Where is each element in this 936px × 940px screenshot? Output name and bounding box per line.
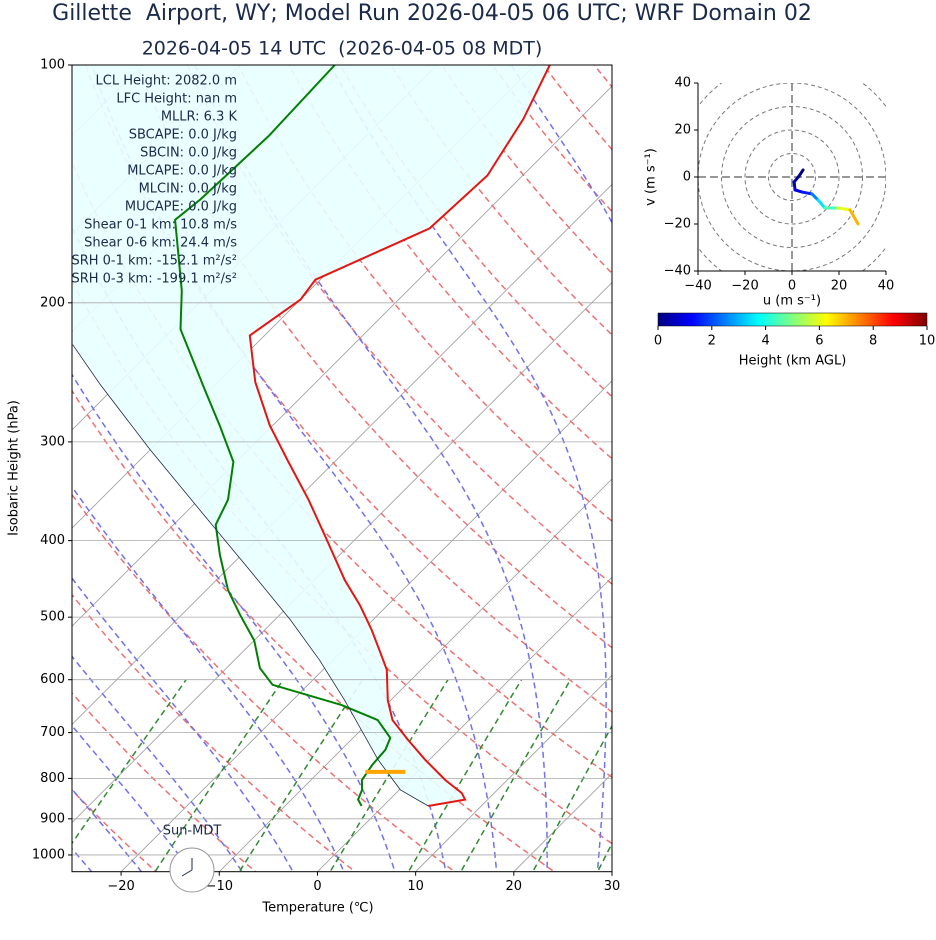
x-tick-label: 0 <box>313 879 321 894</box>
x-tick-label: −40 <box>684 279 711 294</box>
annotation: Shear 0-1 km: 10.8 m/s <box>84 218 237 233</box>
annotation: SRH 0-3 km: -199.1 m²/s² <box>71 272 237 287</box>
y-tick-label: 300 <box>40 434 65 449</box>
annotation: MLCIN: 0.0 J/kg <box>139 182 237 197</box>
y-tick-label: 900 <box>40 811 65 826</box>
subtitle: 2026-04-05 14 UTC (2026-04-05 08 MDT) <box>142 38 543 60</box>
annotation: Shear 0-6 km: 24.4 m/s <box>84 236 237 251</box>
dry-adiabat <box>567 29 936 888</box>
hodograph-rings <box>651 36 933 318</box>
annotation: LFC Height: nan m <box>116 92 237 107</box>
x-tick-label: −20 <box>731 279 758 294</box>
y-tick-label: −40 <box>664 264 691 279</box>
hodograph-segment <box>802 192 812 194</box>
y-tick-label: 700 <box>40 725 65 740</box>
x-tick-label: 20 <box>506 879 523 894</box>
hodograph-segment <box>818 200 825 208</box>
x-tick-label: 10 <box>407 879 424 894</box>
colorbar-tick-label: 2 <box>708 334 716 349</box>
colorbar-label: Height (km AGL) <box>739 354 847 369</box>
y-tick-label: 600 <box>40 672 65 687</box>
ring <box>675 60 910 295</box>
colorbar-tick-label: 6 <box>815 334 823 349</box>
annotation: MLCAPE: 0.0 J/kg <box>127 164 237 179</box>
dry-adiabat <box>468 29 936 888</box>
x-tick-label: 30 <box>604 879 621 894</box>
y-tick-label: 40 <box>674 76 691 91</box>
y-axis-label: Isobaric Height (hPa) <box>7 400 22 536</box>
mixing-ratio-line <box>145 680 284 888</box>
mixing-ratio-line <box>452 680 571 888</box>
y-tick-label: 100 <box>40 58 65 73</box>
colorbar-tick-label: 0 <box>654 334 662 349</box>
mixing-ratio-line <box>524 680 638 888</box>
mixing-ratio-line <box>229 680 362 888</box>
y-tick-label: 1000 <box>32 847 65 862</box>
x-tick-label: −20 <box>107 879 134 894</box>
figure-title: Gillette Airport, WY; Model Run 2026-04-… <box>52 1 812 26</box>
colorbar <box>658 313 927 326</box>
annotation: MLLR: 6.3 K <box>161 110 238 125</box>
hodograph-segment <box>850 210 858 224</box>
colorbar-tick-label: 4 <box>761 334 769 349</box>
x-tick-label: 0 <box>788 279 796 294</box>
y-axis-label: v (m s⁻¹) <box>644 148 659 206</box>
x-tick-label: 20 <box>831 279 848 294</box>
y-tick-label: 500 <box>40 610 65 625</box>
annotation: MUCAPE: 0.0 J/kg <box>125 200 237 215</box>
annotation: SBCAPE: 0.0 J/kg <box>129 128 237 143</box>
y-tick-label: 200 <box>40 295 65 310</box>
mixing-ratio-line <box>590 680 699 888</box>
mixing-ratio-line <box>637 680 742 888</box>
ring <box>651 36 933 318</box>
annotation: SBCIN: 0.0 J/kg <box>140 146 237 161</box>
x-axis-label: u (m s⁻¹) <box>763 294 821 309</box>
x-axis-label: Temperature (℃) <box>261 901 373 916</box>
x-tick-label: 40 <box>878 279 895 294</box>
dry-adiabat <box>517 29 936 888</box>
y-tick-label: 800 <box>40 771 65 786</box>
ring <box>722 107 863 248</box>
y-tick-label: 0 <box>683 170 691 185</box>
colorbar-tick-label: 8 <box>869 334 877 349</box>
y-tick-label: −20 <box>664 217 691 232</box>
y-tick-label: 20 <box>674 123 691 138</box>
sun-label: Sun-MDT <box>163 824 222 839</box>
colorbar-tick-label: 10 <box>919 334 936 349</box>
y-tick-label: 400 <box>40 533 65 548</box>
dry-adiabat <box>616 29 936 888</box>
hodograph-segment <box>838 208 850 210</box>
isotherm <box>694 29 936 888</box>
annotation: LCL Height: 2082.0 m <box>96 74 237 89</box>
annotation: SRH 0-1 km: -152.1 m²/s² <box>71 254 237 269</box>
